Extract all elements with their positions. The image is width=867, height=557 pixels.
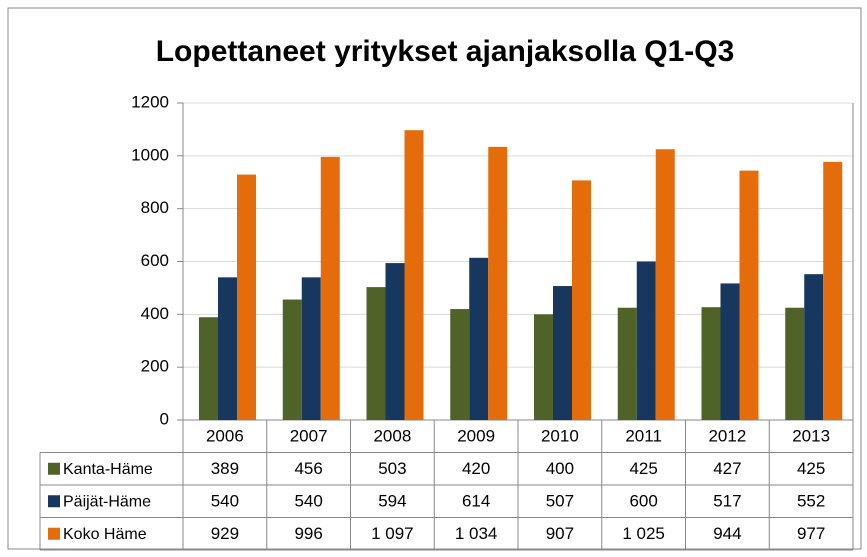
- legend-label: Päijät-Häme: [63, 493, 151, 510]
- x-tick-label: 2010: [541, 427, 579, 446]
- bar: [488, 146, 508, 420]
- bar: [785, 307, 805, 420]
- data-label: 944: [713, 524, 741, 543]
- data-label: 540: [294, 492, 322, 511]
- bar: [469, 257, 489, 420]
- bar: [282, 299, 302, 420]
- bar: [534, 314, 553, 420]
- x-tick-label: 2012: [708, 427, 746, 446]
- x-tick-label: 2011: [625, 427, 662, 446]
- y-tick-label: 200: [141, 357, 169, 376]
- data-label: 389: [211, 459, 239, 478]
- data-label: 400: [546, 459, 574, 478]
- bar: [218, 277, 237, 420]
- chart-title: Lopettaneet yritykset ajanjaksolla Q1-Q3: [156, 35, 735, 68]
- data-label: 907: [546, 524, 574, 543]
- legend-label: Koko Häme: [63, 526, 147, 543]
- x-tick-label: 2008: [373, 427, 411, 446]
- bar: [237, 174, 256, 420]
- y-tick-label: 0: [160, 409, 169, 428]
- y-tick-label: 400: [141, 304, 169, 323]
- data-label: 540: [211, 492, 239, 511]
- data-label: 456: [294, 459, 322, 478]
- data-label: 503: [378, 459, 406, 478]
- data-label: 552: [797, 492, 825, 511]
- x-tick-label: 2007: [290, 427, 328, 446]
- data-label: 425: [797, 459, 825, 478]
- bar: [804, 274, 824, 420]
- bar: [701, 307, 721, 420]
- legend-swatch: [48, 527, 60, 540]
- x-tick-label: 2013: [792, 427, 830, 446]
- bar: [572, 180, 591, 420]
- x-tick-label: 2006: [206, 427, 244, 446]
- legend-swatch: [48, 495, 60, 508]
- y-tick-label: 800: [141, 198, 169, 217]
- bar: [320, 156, 340, 420]
- bar: [636, 261, 656, 420]
- bar: [553, 286, 572, 420]
- data-label: 427: [713, 459, 741, 478]
- y-tick-label: 600: [141, 251, 169, 270]
- y-tick-label: 1000: [131, 145, 169, 164]
- bar: [301, 277, 321, 420]
- data-label: 600: [629, 492, 657, 511]
- data-label: 929: [211, 524, 239, 543]
- data-label: 1 034: [455, 524, 498, 543]
- y-tick-label: 1200: [131, 92, 169, 111]
- data-label: 614: [462, 492, 490, 511]
- bar: [655, 149, 675, 420]
- bar: [450, 309, 470, 420]
- bar: [823, 161, 843, 420]
- legend-label: Kanta-Häme: [63, 461, 153, 478]
- bar: [739, 170, 759, 420]
- bar: [404, 130, 424, 420]
- bar: [720, 283, 740, 420]
- data-label: 420: [462, 459, 490, 478]
- data-label: 977: [797, 524, 825, 543]
- data-label: 507: [546, 492, 574, 511]
- data-label: 517: [713, 492, 741, 511]
- data-label: 1 025: [622, 524, 665, 543]
- data-label: 1 097: [371, 524, 414, 543]
- legend-swatch: [48, 462, 60, 475]
- data-label: 996: [294, 524, 322, 543]
- data-label: 425: [629, 459, 657, 478]
- bar: [199, 317, 218, 420]
- data-label: 594: [378, 492, 406, 511]
- bar: [366, 287, 386, 420]
- bar: [385, 263, 405, 420]
- bar: [617, 307, 637, 420]
- x-tick-label: 2009: [457, 427, 495, 446]
